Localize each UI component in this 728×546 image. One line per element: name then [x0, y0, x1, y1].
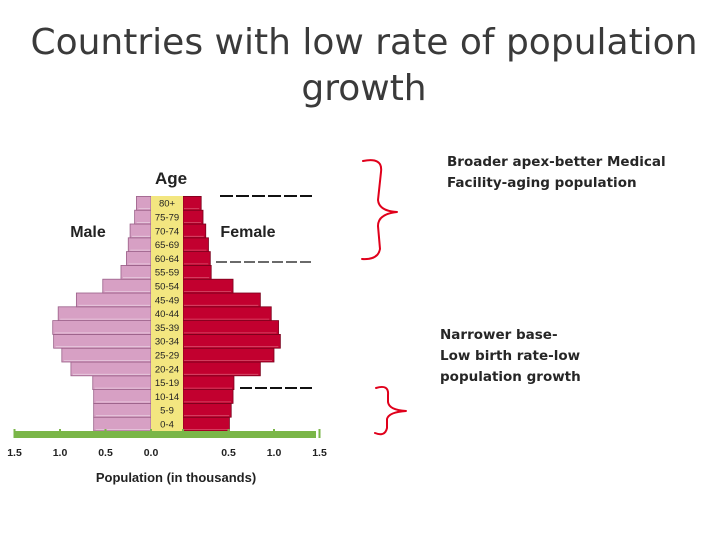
female-bar-30-34 [182, 333, 281, 349]
age-label-75-79: 75-79 [155, 213, 179, 224]
male-bars [52, 195, 152, 432]
age-label-35-39: 35-39 [155, 323, 179, 334]
male-bar-65-69 [127, 237, 152, 253]
female-bar-75-79 [182, 209, 204, 225]
female-bar-15-19 [182, 375, 235, 390]
male-bar-35-39 [52, 320, 152, 335]
age-label-50-54: 50-54 [155, 282, 179, 293]
x-tick-label-4: 0.5 [221, 447, 236, 459]
female-bar-25-29 [182, 347, 275, 363]
male-bar-30-34 [53, 333, 152, 349]
male-bar-45-49 [75, 292, 152, 308]
male-bar-60-64 [126, 251, 152, 266]
female-bars [182, 195, 281, 432]
male-bar-15-19 [92, 375, 152, 390]
annotation-brace-top [361, 159, 398, 261]
male-bar-80+ [136, 195, 152, 211]
slide-title: Countries with low rate of population gr… [30, 22, 698, 109]
female-bar-60-64 [182, 251, 211, 266]
age-band [151, 196, 183, 431]
age-label-20-24: 20-24 [155, 364, 179, 375]
x-axis-bar [14, 431, 316, 438]
female-bar-40-44 [182, 306, 272, 321]
note-broader-apex-line-1: Broader apex-better Medical [447, 154, 666, 170]
age-label-5-9: 5-9 [160, 406, 174, 417]
note-narrower-base-line-1: Narrower base- [440, 327, 558, 343]
male-bar-55-59 [120, 264, 152, 280]
x-tick-label-5: 1.0 [267, 447, 282, 459]
note-narrower-base-line-3: population growth [440, 369, 581, 385]
x-tick-label-6: 1.5 [312, 447, 327, 459]
x-axis: 1.5 1.0 0.5 0.0 0.5 1.0 1.5 [7, 429, 327, 459]
x-tick-label-2: 0.5 [98, 447, 113, 459]
female-bar-55-59 [182, 264, 212, 280]
age-label-80+: 80+ [159, 199, 176, 210]
x-tick-label-3: 0.0 [144, 447, 159, 459]
female-bar-50-54 [182, 278, 234, 294]
age-labels: 0-4 5-9 10-14 15-19 20-24 25-29 30-34 35-39 40-4… [155, 199, 179, 431]
age-label-30-34: 30-34 [155, 337, 179, 348]
male-bar-0-4 [93, 416, 152, 432]
male-bar-50-54 [102, 278, 152, 294]
note-narrower-base: Narrower base- Low birth rate-low popula… [440, 325, 640, 388]
male-bar-25-29 [61, 347, 152, 363]
age-label-45-49: 45-49 [155, 295, 179, 306]
female-bar-35-39 [182, 320, 279, 335]
note-broader-apex-line-2: Facility-aging population [447, 175, 637, 191]
x-tick-label-0: 1.5 [7, 447, 22, 459]
male-bar-5-9 [93, 402, 152, 418]
female-bar-70-74 [182, 223, 207, 239]
female-bar-65-69 [182, 237, 209, 253]
annotation-brace-bottom [374, 385, 407, 436]
age-label-25-29: 25-29 [155, 351, 179, 362]
age-label-0-4: 0-4 [160, 420, 174, 431]
female-bar-10-14 [182, 389, 234, 404]
female-bar-0-4 [182, 416, 230, 432]
age-header: Age [155, 169, 187, 188]
female-bar-45-49 [182, 292, 261, 308]
age-label-40-44: 40-44 [155, 309, 179, 320]
age-label-65-69: 65-69 [155, 240, 179, 251]
female-bar-5-9 [182, 402, 232, 418]
guide-lines [216, 195, 312, 389]
male-bar-75-79 [134, 209, 152, 225]
female-bar-20-24 [182, 361, 261, 377]
age-label-70-74: 70-74 [155, 226, 179, 237]
note-broader-apex: Broader apex-better Medical Facility-agi… [447, 152, 717, 194]
age-label-60-64: 60-64 [155, 254, 179, 265]
male-bar-20-24 [70, 361, 152, 377]
note-narrower-base-line-2: Low birth rate-low [440, 348, 581, 364]
age-label-15-19: 15-19 [155, 378, 179, 389]
female-label: Female [220, 224, 275, 241]
male-label: Male [70, 224, 106, 241]
age-label-55-59: 55-59 [155, 268, 179, 279]
male-bar-40-44 [57, 306, 152, 321]
x-axis-title: Population (in thousands) [96, 470, 256, 485]
male-bar-10-14 [93, 389, 152, 404]
x-tick-label-1: 1.0 [53, 447, 68, 459]
age-label-10-14: 10-14 [155, 392, 179, 403]
female-bar-80+ [182, 195, 202, 211]
male-bar-70-74 [129, 223, 152, 239]
